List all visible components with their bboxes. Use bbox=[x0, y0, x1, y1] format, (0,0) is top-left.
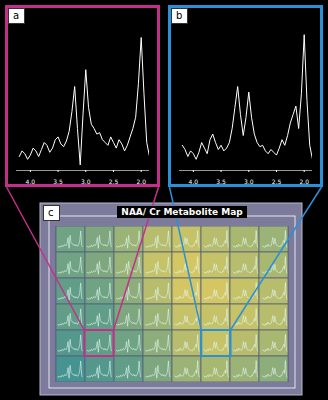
svg-text:2.5: 2.5 bbox=[109, 178, 119, 184]
html-text:c: c bbox=[48, 207, 54, 218]
svg-text:3.0: 3.0 bbox=[244, 178, 254, 184]
svg-text:4.0: 4.0 bbox=[189, 178, 199, 184]
svg-text:4.0: 4.0 bbox=[26, 178, 36, 184]
svg-text:3.5: 3.5 bbox=[53, 178, 63, 184]
html-text:a: a bbox=[13, 10, 20, 21]
html-text:b: b bbox=[176, 10, 183, 21]
svg-text:2.0: 2.0 bbox=[299, 178, 309, 184]
html-text:NAA/ Cr Metabolite Map: NAA/ Cr Metabolite Map bbox=[121, 207, 243, 217]
svg-text:3.5: 3.5 bbox=[216, 178, 226, 184]
svg-text:3.0: 3.0 bbox=[81, 178, 91, 184]
svg-text:2.0: 2.0 bbox=[136, 178, 146, 184]
svg-text:2.5: 2.5 bbox=[272, 178, 282, 184]
